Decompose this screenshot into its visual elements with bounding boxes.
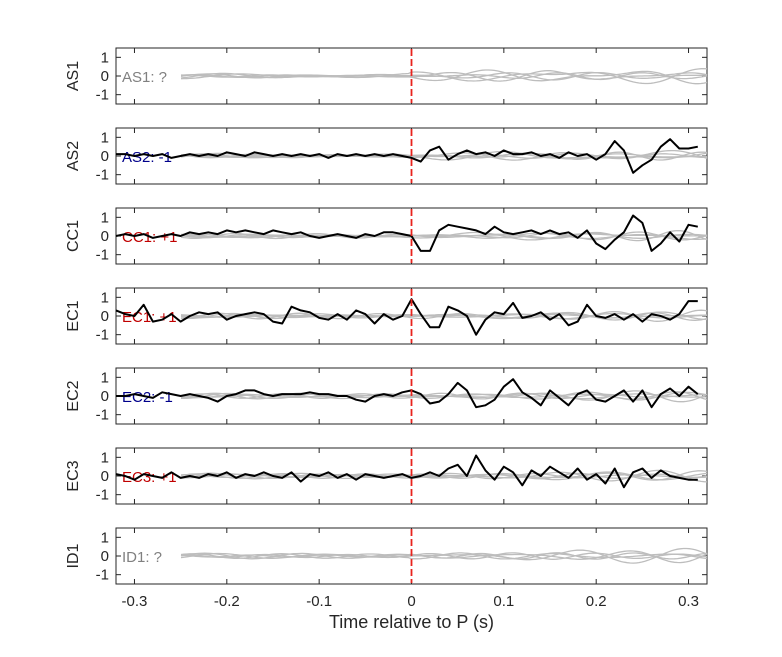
y-tick-label: -1	[96, 167, 109, 184]
panel-ec1: 1 0 -1 EC1 EC1: +1	[65, 287, 708, 345]
station-label: AS2: -1	[122, 149, 172, 166]
black-trace	[116, 138, 698, 174]
gray-trace	[180, 552, 708, 560]
y-tick-label: 1	[101, 209, 109, 226]
y-tick-label: 0	[101, 468, 109, 485]
black-trace	[116, 378, 699, 409]
panel-as1: 1 0 -1 AS1 AS1: ?	[65, 47, 708, 105]
x-tick-label: 0.3	[678, 593, 699, 610]
y-axis-label: EC2	[65, 380, 82, 411]
y-tick-label: 0	[101, 548, 109, 565]
y-axis-label: AS2	[65, 141, 82, 171]
y-axis-label: ID1	[65, 543, 82, 568]
y-tick-label: 0	[101, 228, 109, 245]
x-tick-label: 0.2	[586, 593, 607, 610]
x-tick-label: -0.3	[122, 593, 148, 610]
y-tick-label: -1	[96, 247, 109, 264]
gray-trace	[180, 69, 708, 82]
x-tick-label: -0.2	[214, 593, 240, 610]
x-tick-label: 0.1	[493, 593, 514, 610]
y-tick-label: 0	[101, 68, 109, 85]
y-tick-label: 1	[101, 449, 109, 466]
station-label: EC1: +1	[122, 309, 177, 326]
station-label: ID1: ?	[122, 549, 162, 566]
gray-trace	[180, 470, 708, 481]
station-label: EC3: +1	[122, 469, 177, 486]
y-tick-label: 1	[101, 129, 109, 146]
black-trace	[115, 214, 699, 252]
panel-id1: 1 0 -1 ID1 ID1: ?	[65, 527, 708, 585]
y-tick-label: 1	[101, 289, 109, 306]
black-trace	[115, 454, 698, 489]
y-tick-label: 0	[101, 388, 109, 405]
y-tick-label: 1	[101, 529, 109, 546]
y-axis-label: CC1	[65, 220, 82, 252]
y-tick-label: 0	[101, 148, 109, 165]
x-tick-label: -0.1	[306, 593, 332, 610]
y-tick-label: -1	[96, 567, 109, 584]
station-label: AS1: ?	[122, 69, 167, 86]
y-tick-label: -1	[96, 327, 109, 344]
black-trace	[115, 298, 698, 336]
y-tick-label: 1	[101, 49, 109, 66]
x-tick-label: 0	[407, 593, 415, 610]
y-tick-label: -1	[96, 87, 109, 104]
gray-trace	[181, 72, 708, 81]
y-tick-label: -1	[96, 487, 109, 504]
y-axis-label: EC1	[65, 300, 82, 331]
y-axis-label: AS1	[65, 61, 82, 91]
panel-as2: 1 0 -1 AS2 AS2: -1	[65, 127, 708, 185]
panel-ec3: 1 0 -1 EC3 EC3: +1	[65, 447, 708, 505]
y-tick-label: 0	[101, 308, 109, 325]
gray-trace	[181, 552, 708, 560]
y-tick-label: 1	[101, 369, 109, 386]
x-axis-label: Time relative to P (s)	[329, 612, 494, 632]
y-tick-label: -1	[96, 407, 109, 424]
y-axis-label: EC3	[65, 460, 82, 491]
